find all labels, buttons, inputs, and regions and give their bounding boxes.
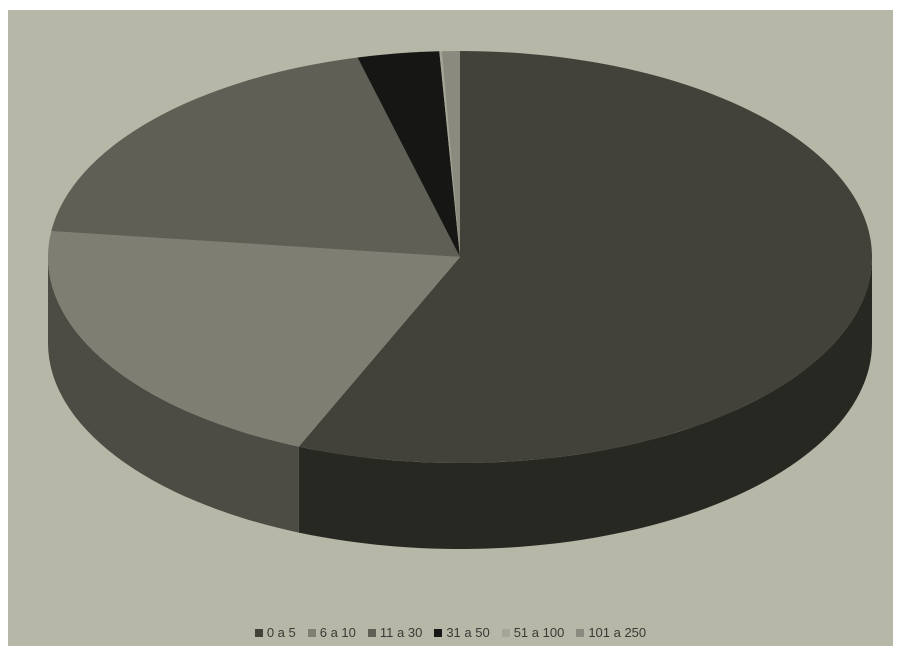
legend-swatch xyxy=(367,628,376,637)
legend-label: 51 a 100 xyxy=(513,625,565,640)
legend-item: 0 a 5 xyxy=(254,625,296,640)
legend-swatch xyxy=(501,628,510,637)
legend-item: 6 a 10 xyxy=(307,625,356,640)
legend-label: 6 a 10 xyxy=(319,625,356,640)
legend-swatch xyxy=(307,628,316,637)
pie-slice-5 xyxy=(441,51,460,257)
legend-label: 31 a 50 xyxy=(446,625,490,640)
legend-item: 101 a 250 xyxy=(576,625,646,640)
legend-swatch xyxy=(576,628,585,637)
pie-slice-1 xyxy=(48,231,461,447)
pie-side-1 xyxy=(48,257,299,533)
legend-item: 31 a 50 xyxy=(434,625,490,640)
legend-swatch xyxy=(254,628,263,637)
pie-slice-0 xyxy=(298,51,872,463)
legend-item: 51 a 100 xyxy=(501,625,565,640)
legend: 0 a 5 6 a 10 11 a 30 31 a 50 51 a 100 101 a 2… xyxy=(8,625,893,640)
legend-swatch xyxy=(434,628,443,637)
pie-chart xyxy=(48,51,873,549)
chart-area: 0 a 5 6 a 10 11 a 30 31 a 50 51 a 100 101 a 2… xyxy=(8,10,893,646)
legend-label: 0 a 5 xyxy=(266,625,296,640)
pie-slice-3 xyxy=(357,51,460,257)
legend-label: 101 a 250 xyxy=(588,625,647,640)
pie-slice-4 xyxy=(439,51,460,257)
pie-slice-2 xyxy=(51,57,460,258)
pie-top xyxy=(48,51,872,463)
pie-sides xyxy=(48,257,873,549)
legend-item: 11 a 30 xyxy=(367,625,423,640)
pie-side-0 xyxy=(298,257,873,549)
legend-label: 11 a 30 xyxy=(379,625,423,640)
